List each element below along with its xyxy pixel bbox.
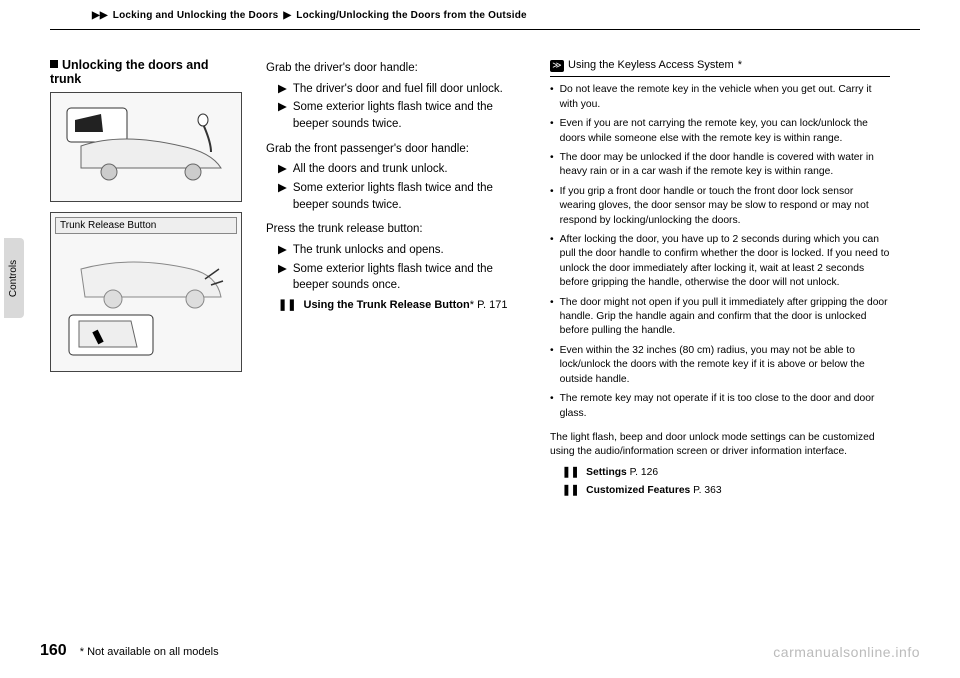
mid-bullet-text: All the doors and trunk unlock. [293,161,448,178]
right-bullet-text: The door might not open if you pull it i… [560,296,890,339]
right-bullet: •The door might not open if you pull it … [550,296,890,339]
right-bullet: •Even if you are not carrying the remote… [550,117,890,146]
right-tail-para: The light flash, beep and door unlock mo… [550,431,890,460]
bullet-icon: • [550,344,554,387]
bullet-icon: • [550,117,554,146]
bullet-icon: • [550,185,554,228]
column-right: ≫ Using the Keyless Access System* •Do n… [550,58,890,499]
right-xref-2-label: Customized Features [586,485,690,496]
column-left: Unlocking the doors and trunk Tru [50,58,242,499]
footer: 160 * Not available on all models carman… [40,642,920,660]
mid-bullet-text: Some exterior lights flash twice and the… [293,261,526,294]
mid-para-1: Grab the driver's door handle: [266,60,526,77]
footer-left: 160 * Not available on all models [40,642,219,660]
bullet-icon: • [550,151,554,180]
right-bullet-text: The door may be unlocked if the door han… [560,151,890,180]
page: ▶▶ Locking and Unlocking the Doors ▶ Loc… [0,0,960,678]
column-middle: Grab the driver's door handle: ▶ The driv… [266,58,526,499]
breadcrumb-sep: ▶ [283,10,291,21]
breadcrumb-seg-1: Locking and Unlocking the Doors [113,10,279,21]
right-xref-2-page: P. 363 [690,485,721,496]
bullet-icon: • [550,392,554,421]
right-bullet-text: Even if you are not carrying the remote … [560,117,890,146]
mid-bullet: ▶Some exterior lights flash twice and th… [266,99,526,132]
watermark: carmanualsonline.info [773,644,920,660]
right-bullet-text: Even within the 32 inches (80 cm) radius… [560,344,890,387]
right-bullet: •The door may be unlocked if the door ha… [550,151,890,180]
right-heading: ≫ Using the Keyless Access System * [550,58,890,77]
square-bullet-icon [50,60,58,68]
right-heading-text: Using the Keyless Access System [568,58,734,73]
right-bullet: •Even within the 32 inches (80 cm) radiu… [550,344,890,387]
right-xref-1-label: Settings [586,467,627,478]
right-bullet: •If you grip a front door handle or touc… [550,185,890,228]
right-xref-1-page: P. 126 [627,467,658,478]
mid-xref-page: P. 171 [474,299,507,311]
mid-bullet: ▶ The driver's door and fuel fill door un… [266,81,526,98]
breadcrumb-arrow: ▶▶ [92,10,108,21]
right-bullet-text: If you grip a front door handle or touch… [560,185,890,228]
bullet-icon: • [550,233,554,291]
mid-bullet-text: The driver's door and fuel fill door unl… [293,81,503,98]
mid-xref-label: Using the Trunk Release Button [304,299,470,311]
breadcrumb: ▶▶ Locking and Unlocking the Doors ▶ Loc… [50,0,920,30]
right-bullet-text: After locking the door, you have up to 2… [560,233,890,291]
right-bullet-text: The remote key may not operate if it is … [560,392,890,421]
car-illustration-icon [51,93,241,201]
right-bullet: •After locking the door, you have up to … [550,233,890,291]
right-xref-1: ❚❚ Settings P. 126 [550,466,890,480]
footer-note: * Not available on all models [80,646,219,658]
triangle-icon: ▶ [278,99,287,132]
triangle-icon: ▶ [278,261,287,294]
book-icon: ❚❚ [562,467,579,478]
mid-bullet: ▶ All the doors and trunk unlock. [266,161,526,178]
right-bullet: •The remote key may not operate if it is… [550,392,890,421]
right-heading-star: * [738,58,742,73]
mid-xref: ❚❚ Using the Trunk Release Button* P. 17… [266,298,526,314]
mid-para-3: Press the trunk release button: [266,221,526,238]
mid-bullet: ▶Some exterior lights flash twice and th… [266,180,526,213]
mid-bullet-text: Some exterior lights flash twice and the… [293,99,526,132]
book-icon: ❚❚ [278,299,296,311]
figure-trunk-release: Trunk Release Button [50,212,242,372]
info-icon: ≫ [550,60,564,72]
right-xref-2: ❚❚ Customized Features P. 363 [550,484,890,498]
mid-para-2: Grab the front passenger's door handle: [266,141,526,158]
mid-bullet: ▶ The trunk unlocks and opens. [266,242,526,259]
triangle-icon: ▶ [278,161,287,178]
columns: Unlocking the doors and trunk Tru [50,30,920,499]
right-bullet: •Do not leave the remote key in the vehi… [550,83,890,112]
triangle-icon: ▶ [278,180,287,213]
side-tab-label: Controls [9,259,20,296]
bullet-icon: • [550,296,554,339]
right-bullet-text: Do not leave the remote key in the vehic… [560,83,890,112]
page-number: 160 [40,642,67,659]
section-title-text: Unlocking the doors and trunk [50,58,209,86]
mid-bullet-text: The trunk unlocks and opens. [293,242,444,259]
mid-bullet: ▶Some exterior lights flash twice and th… [266,261,526,294]
side-tab: Controls [4,238,24,318]
triangle-icon: ▶ [278,81,287,98]
breadcrumb-seg-2: Locking/Unlocking the Doors from the Out… [296,10,526,21]
figure-door-handle [50,92,242,202]
book-icon: ❚❚ [562,485,579,496]
bullet-icon: • [550,83,554,112]
mid-bullet-text: Some exterior lights flash twice and the… [293,180,526,213]
triangle-icon: ▶ [278,242,287,259]
section-title: Unlocking the doors and trunk [50,58,242,86]
car-rear-illustration-icon [51,213,241,371]
